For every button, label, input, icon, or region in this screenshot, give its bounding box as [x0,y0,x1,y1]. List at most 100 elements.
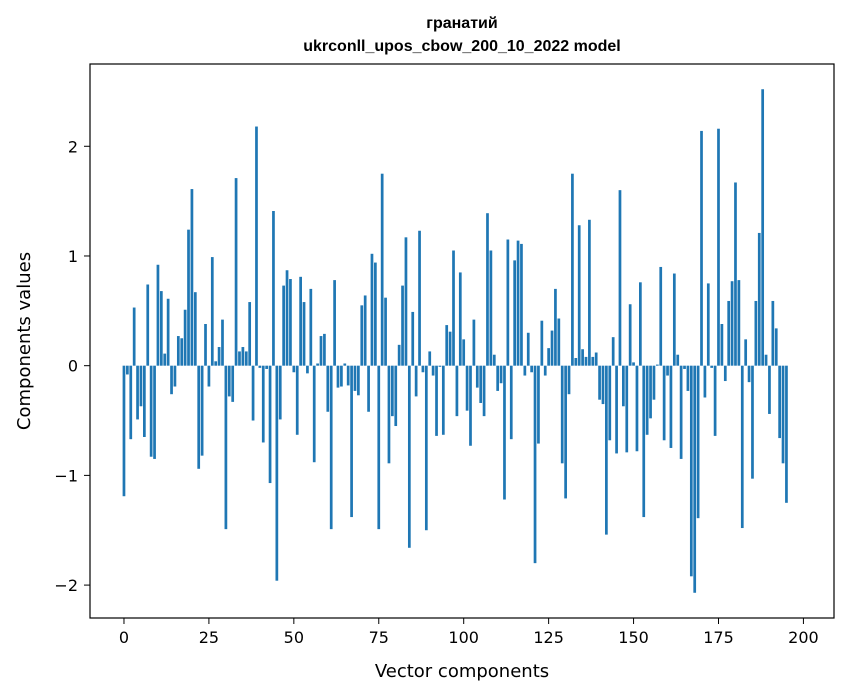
bar [666,365,669,376]
bar [153,365,156,459]
bar [591,356,595,366]
bar [411,311,415,366]
bar [265,365,269,369]
bar [380,173,384,366]
bar [326,365,330,412]
bar [768,365,771,414]
bar [635,365,639,452]
bar [727,300,731,366]
x-tick-label: 25 [199,628,219,647]
bar [785,365,788,503]
bar [717,128,720,366]
bar [343,363,347,366]
bar [465,365,469,411]
bar [302,302,306,366]
bar [255,126,258,366]
bar [730,281,734,366]
bar [520,243,523,366]
bar [275,365,279,581]
x-tick-label: 125 [533,628,564,647]
bar [166,298,170,366]
plot-frame [89,63,835,619]
bar [207,365,211,387]
bar [503,365,506,500]
bar [445,325,449,366]
bar [156,264,160,366]
bar [306,365,309,374]
bar [299,276,302,366]
bar [469,365,472,446]
bar [278,365,282,420]
bar [452,250,455,366]
bar [588,219,591,366]
bar [227,365,231,397]
bar [190,189,194,366]
y-tick-label: 0 [68,357,78,376]
bar [401,285,404,366]
x-tick-label: 50 [284,628,304,647]
bar [533,365,537,564]
bar [350,365,353,518]
bar [438,365,442,367]
bar [706,283,710,366]
bar [489,250,493,366]
bar [139,365,143,407]
bar [244,351,248,366]
bar [564,365,567,499]
bar [214,361,218,366]
bar [173,365,177,387]
bar [516,240,520,366]
bar [649,365,652,419]
bar [554,288,557,366]
x-tick-label: 150 [618,628,649,647]
bar [231,365,235,402]
bar [543,365,547,376]
x-tick-label: 75 [369,628,389,647]
bar [659,266,663,366]
bar [289,279,292,366]
bar [234,178,238,366]
bar [285,270,289,366]
bar [740,365,744,529]
y-axis-label: Components values [14,252,35,430]
bar [475,365,479,388]
x-axis-label: Vector components [375,661,549,682]
x-axis-ticks: 0 25 50 75 100 125 150 175 200 [119,618,819,647]
bar [710,365,714,368]
bar [258,365,262,368]
bar [136,365,139,420]
bar [747,365,751,383]
bar [340,365,343,387]
chart-title-line-1: гранатий [426,15,497,32]
bar [608,365,612,441]
bar [611,337,615,366]
bar [778,365,781,439]
bar [550,330,554,366]
bar [414,365,418,397]
bar [268,365,272,484]
bar [581,349,584,366]
bar [159,291,163,366]
bar [672,273,676,366]
x-tick-label: 100 [448,628,479,647]
bar [336,365,340,388]
bar [143,365,146,437]
bar [567,365,571,395]
bar [693,365,697,593]
bar [723,365,727,382]
bar [571,173,574,366]
bar [363,295,367,366]
bar [628,304,632,366]
bar [530,365,533,373]
bar [574,358,578,366]
bar [737,280,741,366]
bar [499,365,503,384]
bar [435,365,438,436]
bar [391,365,394,417]
bar [221,319,224,366]
bar [486,213,489,366]
bar [513,260,517,366]
bar [472,319,476,366]
bar [679,365,683,459]
bar [703,365,707,398]
